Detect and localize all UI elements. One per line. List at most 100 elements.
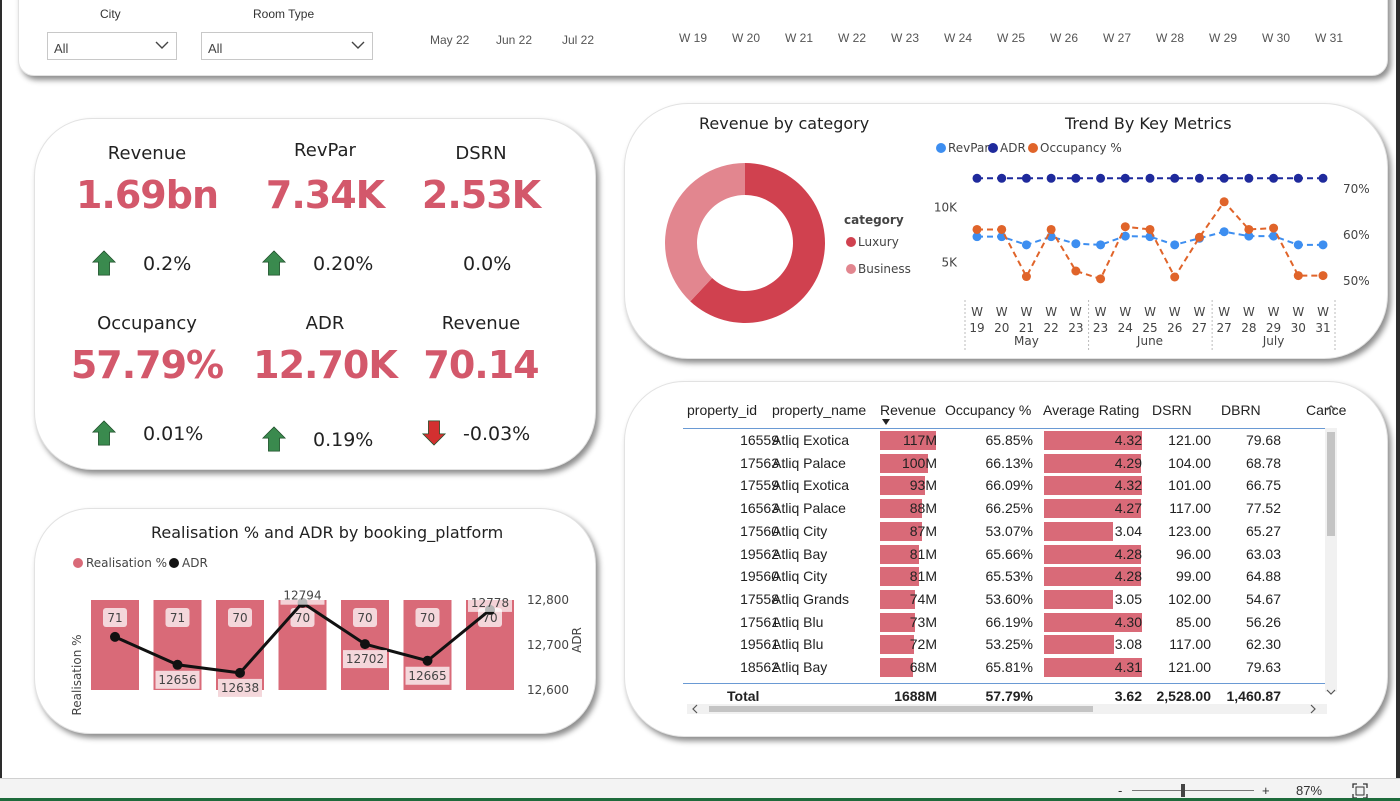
trend-point-adr[interactable]	[997, 173, 1007, 183]
realisation-chart[interactable]: Realisation % ADR Realisation % ADR 12,800 12…	[35, 545, 595, 735]
trend-point-revpar[interactable]	[1318, 240, 1328, 250]
column-header[interactable]: DSRN	[1152, 402, 1192, 418]
trend-point-adr[interactable]	[1293, 173, 1303, 183]
donut-legend-item[interactable]: Business	[858, 262, 911, 276]
trend-point-adr[interactable]	[1219, 173, 1229, 183]
vertical-scrollbar-thumb[interactable]	[1327, 432, 1335, 536]
trend-chart[interactable]: RevPar ADR Occupancy % 10K 5K 70% 60% 50% W 19 W 20…	[925, 130, 1385, 370]
column-header[interactable]: property_name	[772, 402, 867, 418]
zoom-out-button[interactable]: -	[1118, 783, 1123, 798]
trend-point-adr[interactable]	[1120, 173, 1130, 183]
column-header[interactable]: Cance	[1306, 402, 1347, 418]
zoom-slider-thumb[interactable]	[1180, 784, 1185, 797]
week-slicer-item[interactable]: W 21	[785, 31, 814, 45]
month-slicer-jun[interactable]: Jun 22	[496, 33, 533, 47]
realisation-legend-item[interactable]: Realisation %	[86, 556, 167, 570]
donut-slice-luxury[interactable]	[690, 163, 825, 323]
horizontal-scrollbar-thumb[interactable]	[709, 706, 1093, 712]
trend-point-adr[interactable]	[1194, 173, 1204, 183]
trend-point-revpar[interactable]	[1071, 239, 1081, 249]
trend-point-occupancy[interactable]	[1219, 197, 1229, 207]
trend-point-occupancy[interactable]	[1194, 232, 1204, 242]
cell-dsrn: 121.00	[1168, 432, 1211, 448]
week-slicer-item[interactable]: W 23	[891, 31, 920, 45]
trend-point-occupancy[interactable]	[1096, 274, 1106, 284]
trend-point-revpar[interactable]	[1120, 231, 1130, 241]
trend-point-occupancy[interactable]	[1145, 224, 1155, 234]
week-slicer-item[interactable]: W 31	[1315, 31, 1344, 45]
sort-desc-icon[interactable]	[881, 418, 891, 426]
week-slicer-item[interactable]: W 30	[1262, 31, 1291, 45]
room-type-filter-label: Room Type	[253, 7, 315, 21]
adr-point[interactable]	[172, 659, 183, 670]
adr-point[interactable]	[235, 667, 245, 678]
adr-point[interactable]	[422, 655, 433, 666]
trend-point-revpar[interactable]	[1269, 231, 1279, 241]
column-header[interactable]: property_id	[687, 402, 758, 418]
trend-point-occupancy[interactable]	[1071, 266, 1081, 276]
week-slicer-item[interactable]: W 20	[732, 31, 761, 45]
adr-point[interactable]	[360, 639, 370, 650]
city-dropdown[interactable]: All	[47, 32, 177, 60]
trend-point-occupancy[interactable]	[1269, 223, 1279, 233]
week-slicer-item[interactable]: W 28	[1156, 31, 1185, 45]
trend-point-occupancy[interactable]	[1244, 224, 1254, 234]
scroll-left-icon[interactable]	[691, 704, 699, 714]
trend-point-adr[interactable]	[972, 173, 982, 183]
month-slicer-jul[interactable]: Jul 22	[562, 33, 595, 47]
adr-point[interactable]	[110, 631, 120, 642]
trend-point-occupancy[interactable]	[997, 224, 1007, 234]
donut-legend-item[interactable]: Luxury	[858, 235, 899, 249]
trend-point-occupancy[interactable]	[972, 224, 982, 234]
trend-legend-item[interactable]: Occupancy %	[1040, 141, 1122, 155]
trend-point-adr[interactable]	[1244, 173, 1254, 183]
trend-point-occupancy[interactable]	[1021, 272, 1031, 282]
adr-legend-item[interactable]: ADR	[182, 556, 208, 570]
scroll-up-icon[interactable]	[1326, 404, 1336, 412]
trend-point-occupancy[interactable]	[1293, 271, 1303, 281]
column-header[interactable]: DBRN	[1221, 402, 1261, 418]
week-slicer-item[interactable]: W 19	[679, 31, 708, 45]
week-slicer-item[interactable]: W 24	[944, 31, 973, 45]
column-header[interactable]: Average Rating	[1043, 402, 1140, 418]
trend-point-adr[interactable]	[1170, 173, 1180, 183]
trend-point-adr[interactable]	[1096, 173, 1106, 183]
column-header[interactable]: Occupancy %	[945, 402, 1032, 418]
trend-point-revpar[interactable]	[1170, 240, 1180, 250]
scroll-down-icon[interactable]	[1326, 688, 1336, 696]
zoom-slider-track[interactable]	[1132, 790, 1254, 791]
week-slicer-item[interactable]: W 26	[1050, 31, 1079, 45]
trend-point-adr[interactable]	[1269, 173, 1279, 183]
zoom-in-button[interactable]: +	[1262, 783, 1270, 798]
month-slicer-may[interactable]: May 22	[430, 33, 470, 47]
trend-point-revpar[interactable]	[1021, 240, 1031, 250]
trend-point-revpar[interactable]	[1293, 240, 1303, 250]
trend-point-adr[interactable]	[1318, 173, 1328, 183]
cell-dbrn: 62.30	[1245, 636, 1281, 653]
donut-slice-business[interactable]	[665, 163, 745, 302]
trend-point-occupancy[interactable]	[1170, 272, 1180, 282]
week-slicer-item[interactable]: W 25	[997, 31, 1026, 45]
trend-legend-item[interactable]: ADR	[1000, 141, 1026, 155]
trend-point-revpar[interactable]	[1244, 231, 1254, 241]
trend-point-revpar[interactable]	[972, 232, 982, 242]
trend-point-occupancy[interactable]	[1046, 224, 1056, 234]
trend-point-adr[interactable]	[1021, 173, 1031, 183]
trend-point-adr[interactable]	[1046, 173, 1056, 183]
week-slicer-item[interactable]: W 29	[1209, 31, 1238, 45]
revenue-bar	[880, 589, 916, 609]
trend-point-adr[interactable]	[1071, 173, 1081, 183]
fit-to-page-icon[interactable]	[1352, 783, 1368, 799]
trend-point-occupancy[interactable]	[1120, 222, 1130, 232]
trend-point-occupancy[interactable]	[1318, 271, 1328, 281]
trend-point-adr[interactable]	[1145, 173, 1155, 183]
week-slicer-item[interactable]: W 22	[838, 31, 867, 45]
trend-legend-item[interactable]: RevPar	[948, 141, 989, 155]
room-type-dropdown[interactable]: All	[201, 32, 373, 60]
week-slicer-item[interactable]: W 27	[1103, 31, 1132, 45]
donut-chart[interactable]: category Luxury Business	[625, 130, 925, 360]
trend-point-revpar[interactable]	[1219, 227, 1229, 237]
column-header[interactable]: Revenue	[880, 402, 937, 418]
trend-point-revpar[interactable]	[1096, 240, 1106, 250]
scroll-right-icon[interactable]	[1309, 704, 1317, 714]
